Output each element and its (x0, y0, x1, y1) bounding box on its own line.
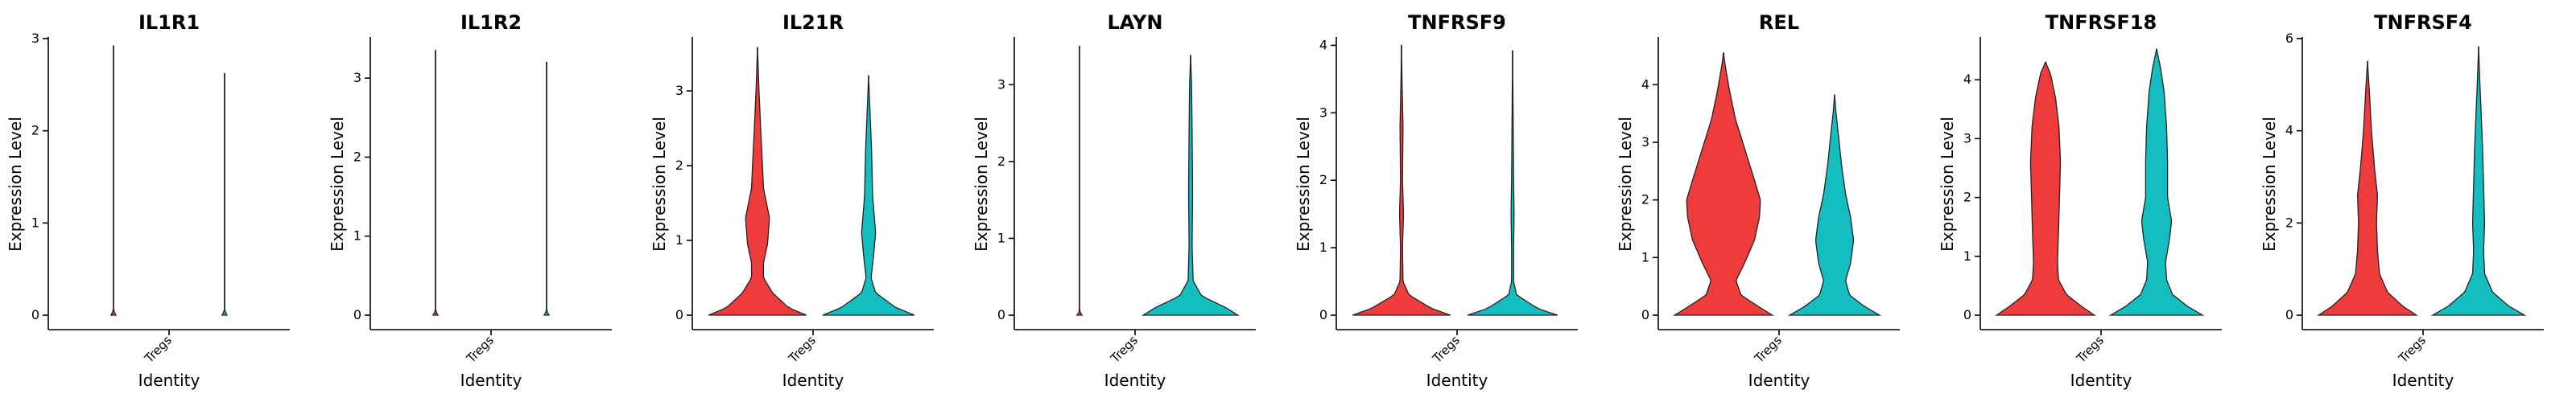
chart-title: TNFRSF18 (2046, 11, 2157, 34)
violin-1 (1352, 44, 1451, 316)
y-tick-label: 0 (353, 307, 361, 322)
y-tick-label: 3 (1641, 134, 1649, 150)
y-tick-label: 0 (1963, 307, 1971, 322)
y-tick-label: 2 (2285, 215, 2293, 230)
x-category-label: Tregs (142, 333, 175, 366)
x-category-label: Tregs (1108, 333, 1141, 366)
y-tick-label: 3 (353, 70, 361, 85)
y-tick-label: 4 (2285, 123, 2293, 138)
x-category-label: Tregs (1752, 333, 1785, 366)
x-category-label: Tregs (464, 333, 497, 366)
y-tick-label: 4 (1641, 76, 1649, 92)
x-axis-title: Identity (2070, 371, 2132, 390)
y-tick-label: 3 (31, 31, 39, 46)
y-tick-label: 3 (1319, 105, 1327, 120)
y-tick-label: 1 (1963, 248, 1971, 264)
chart-panel-il1r2: IL1R2 0 1 2 3 Expression Level Tregs Identity (328, 11, 612, 390)
chart-title: TNFRSF4 (2374, 11, 2472, 34)
y-axis-title: Expression Level (1938, 117, 1957, 252)
violin-1 (1075, 45, 1084, 316)
y-tick-label: 2 (31, 123, 39, 138)
x-axis-title: Identity (1748, 371, 1810, 390)
x-axis-title: Identity (2392, 371, 2454, 390)
y-axis-title: Expression Level (1294, 117, 1313, 252)
chart-panel-layn: LAYN 0 1 2 3 Expression Level Tregs Identity (972, 11, 1256, 390)
y-axis-title: Expression Level (650, 117, 669, 252)
chart-panel-il1r1: IL1R1 0 1 2 3 Expression Level Tregs Identity (6, 11, 290, 390)
chart-panel-tnfrsf18: TNFRSF18 0 1 2 3 4 Expression Level Tregs Identi… (1938, 11, 2222, 390)
x-category-label: Tregs (2074, 333, 2107, 366)
violin-1 (708, 47, 807, 316)
y-tick-label: 2 (997, 154, 1005, 169)
y-tick-label: 4 (1963, 72, 1971, 87)
y-axis-title: Expression Level (2260, 117, 2279, 252)
chart-title: TNFRSF9 (1408, 11, 1506, 34)
y-tick-label: 0 (31, 307, 39, 322)
chart-panel-rel: REL 0 1 2 3 4 Expression Level Tregs Identity (1616, 11, 1900, 390)
x-axis-title: Identity (782, 371, 844, 390)
violin-2 (2430, 46, 2527, 316)
chart-title: IL1R1 (138, 11, 200, 34)
x-axis-title: Identity (1426, 371, 1488, 390)
y-tick-label: 2 (353, 149, 361, 164)
chart-title: IL21R (782, 11, 844, 34)
y-tick-label: 1 (31, 215, 39, 230)
y-axis-title: Expression Level (972, 117, 991, 252)
chart-title: IL1R2 (460, 11, 522, 34)
chart-panel-il21r: IL21R 0 1 2 3 Expression Level Tregs Identity (650, 11, 934, 390)
y-tick-label: 1 (353, 228, 361, 244)
y-tick-label: 1 (675, 232, 683, 248)
violin-2 (1467, 50, 1558, 316)
violin-1 (1995, 61, 2096, 316)
y-tick-label: 2 (1641, 192, 1649, 207)
violin-2 (221, 72, 229, 316)
x-category-label: Tregs (1430, 333, 1463, 366)
violin-2 (543, 61, 551, 316)
y-tick-label: 4 (1319, 37, 1327, 52)
y-tick-label: 2 (1963, 190, 1971, 205)
chart-title: REL (1759, 11, 1799, 34)
y-tick-label: 1 (1641, 249, 1649, 265)
y-tick-label: 6 (2285, 31, 2293, 46)
violin-2 (2108, 48, 2205, 316)
violin-1 (109, 45, 118, 316)
x-axis-title: Identity (1104, 371, 1166, 390)
y-tick-label: 3 (997, 76, 1005, 92)
x-axis-title: Identity (138, 371, 200, 390)
chart-panel-tnfrsf9: TNFRSF9 0 1 2 3 4 Expression Level Tregs Identit… (1294, 11, 1578, 390)
violin-2 (1141, 55, 1241, 316)
chart-title: LAYN (1107, 11, 1162, 34)
y-tick-label: 0 (675, 307, 683, 322)
x-category-label: Tregs (2396, 333, 2429, 366)
y-tick-label: 1 (1319, 240, 1327, 255)
y-axis-title: Expression Level (328, 117, 347, 252)
y-axis-title: Expression Level (1616, 117, 1635, 252)
violin-2 (1787, 94, 1882, 316)
x-category-label: Tregs (786, 333, 819, 366)
y-tick-label: 0 (1641, 307, 1649, 322)
y-tick-label: 0 (2285, 307, 2293, 322)
y-axis-title: Expression Level (6, 117, 25, 252)
y-tick-label: 3 (1963, 130, 1971, 146)
violin-1 (431, 50, 440, 316)
violin-2 (822, 75, 915, 316)
y-tick-label: 2 (675, 158, 683, 173)
chart-panel-tnfrsf4: TNFRSF4 0 2 4 6 Expression Level Tregs Identity (2260, 11, 2544, 390)
y-tick-label: 3 (675, 83, 683, 98)
violin-1 (1672, 52, 1775, 316)
y-tick-label: 0 (1319, 307, 1327, 322)
y-tick-label: 1 (997, 230, 1005, 245)
y-tick-label: 0 (997, 307, 1005, 322)
y-tick-label: 2 (1319, 172, 1327, 187)
violin-1 (2317, 61, 2418, 316)
x-axis-title: Identity (460, 371, 522, 390)
